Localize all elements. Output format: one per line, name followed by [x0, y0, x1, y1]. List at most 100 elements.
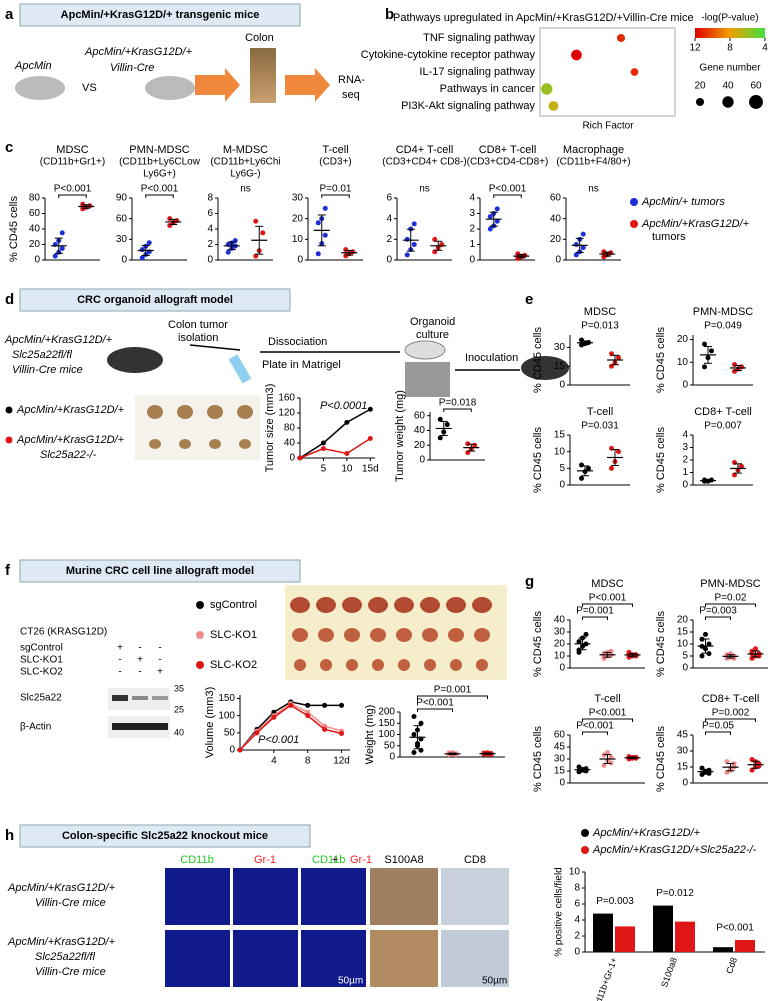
data-dot: [605, 750, 610, 756]
data-dot: [699, 653, 705, 659]
y-tick-label: 20: [677, 334, 689, 345]
p-value: P=0.049: [704, 321, 742, 332]
label: Colon tumor: [168, 319, 228, 331]
data-dot: [315, 251, 321, 257]
tumor: [398, 659, 410, 671]
plot-title: T-cell: [322, 144, 348, 156]
data-dot: [404, 236, 410, 242]
column-label: S100A8: [384, 854, 423, 866]
x-tick-label: 8: [305, 756, 311, 767]
y-tick-label: 0: [682, 663, 688, 674]
y-tick-label: 50: [384, 740, 396, 751]
y-axis-label: % CD45 cells: [532, 326, 544, 393]
y-tick-label: 0: [559, 778, 565, 789]
y-tick-label: 0: [34, 255, 40, 266]
y-tick-label: 0: [207, 255, 213, 266]
lane-mark: -: [138, 643, 141, 654]
y-tick-label: 0: [289, 453, 295, 464]
y-tick-label: 2: [469, 224, 475, 235]
y-tick-label: 0: [682, 380, 688, 391]
y-tick-label: 20: [677, 615, 689, 626]
data-dot: [87, 203, 93, 209]
p-bracket: [145, 194, 174, 198]
point: [297, 455, 303, 461]
row-label: Slc25a22fl/fl: [35, 951, 95, 963]
label: Slc25a22fl/fl: [12, 349, 72, 361]
data-dot: [437, 435, 443, 441]
y-tick-label: 20: [550, 234, 562, 245]
legend-swatch: [630, 220, 638, 228]
color-tick-label: 12: [689, 43, 701, 54]
label: 25: [174, 704, 184, 714]
bubble: [571, 49, 582, 61]
y-tick-label: 0: [386, 255, 392, 266]
legend-swatch: [581, 829, 589, 837]
scale-bar-label: 50µm: [338, 976, 363, 987]
label: ApcMin: [14, 60, 52, 72]
y-tick-label: 8: [574, 883, 580, 894]
p-value: ns: [419, 184, 430, 195]
p-bracket: [582, 616, 608, 620]
tumor-photo: [285, 585, 507, 680]
tumor: [239, 439, 251, 449]
tile: [301, 930, 366, 987]
series-line: [299, 437, 371, 459]
data-dot: [609, 465, 614, 471]
y-tick-label: 0: [121, 255, 127, 266]
y-tick-label: 0: [559, 663, 565, 674]
legend-swatch: [196, 661, 204, 669]
y-tick-label: 30: [554, 754, 566, 765]
legend-swatch: [630, 198, 638, 206]
data-dot: [432, 236, 438, 242]
bubble: [548, 101, 559, 111]
p-bracket: [705, 731, 731, 735]
data-dot: [573, 242, 579, 247]
y-tick-label: 90: [116, 193, 128, 204]
tumor: [448, 628, 464, 642]
lane-mark: +: [157, 667, 163, 678]
y-tick-label: 10: [677, 357, 689, 368]
y-tick-label: 6: [207, 208, 213, 219]
x-tick-label: 5: [321, 464, 327, 475]
y-tick-label: 10: [292, 234, 304, 245]
plot-title: M-MDSC: [223, 144, 268, 156]
plot-subtitle: (CD11b+Gr1+): [40, 157, 105, 168]
point: [339, 731, 345, 736]
tile: [441, 930, 509, 987]
column-label: CD11b: [312, 854, 345, 866]
y-axis-label: Weight (mg): [364, 705, 376, 765]
y-tick-label: 45: [554, 742, 566, 753]
tumor: [292, 628, 308, 642]
label: -log(P-value): [701, 13, 758, 24]
data-dot: [576, 649, 582, 655]
y-axis-label: Tumor size (mm3): [264, 384, 276, 473]
label: 40: [174, 727, 184, 737]
p-value: P<0.001: [54, 184, 92, 195]
y-tick-label: 20: [29, 239, 41, 250]
tumor: [294, 659, 306, 671]
y-tick-label: 4: [574, 915, 580, 926]
data-dot: [709, 348, 714, 354]
band: [152, 696, 168, 700]
p-value: P=0.05: [702, 721, 734, 732]
x-tick-label: S100a8: [659, 956, 679, 989]
data-dot: [580, 245, 586, 251]
data-dot: [616, 355, 621, 360]
plot-subtitle: (CD3+): [319, 157, 352, 168]
color-tick-label: 4: [762, 43, 768, 54]
row-label: ApcMin/+KrasG12D/+: [7, 936, 116, 948]
x-tick-label: Cd8: [724, 956, 739, 975]
p-bracket: [705, 603, 756, 607]
y-tick-label: 150: [218, 693, 235, 704]
legend-label: sgControl: [210, 599, 257, 611]
tumor: [472, 597, 492, 613]
mouse-icon: [107, 347, 163, 373]
tumor: [476, 659, 488, 671]
data-dot: [80, 201, 86, 207]
y-axis-label: % CD45 cells: [655, 610, 667, 677]
p-value: P=0.031: [581, 421, 619, 432]
y-tick-label: 4: [682, 430, 688, 441]
organoid-image: [405, 362, 450, 397]
legend-label: ApcMin/+KrasG12D/+Slc25a22-/-: [592, 844, 757, 856]
p-value: P<0.001: [258, 734, 299, 746]
